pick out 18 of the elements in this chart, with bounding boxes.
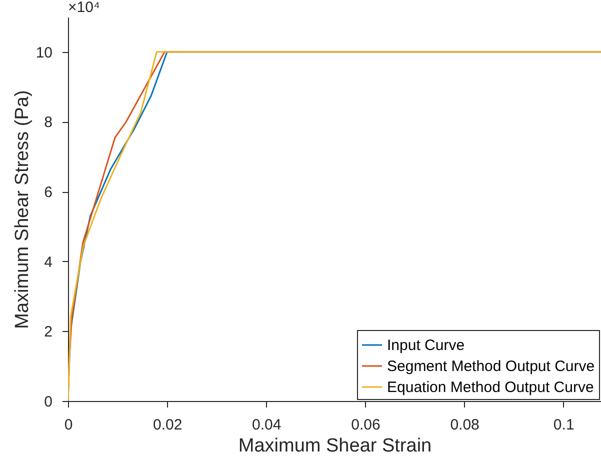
x-tick-label: 0.02 [152, 416, 182, 434]
y-tick-label: 10 [36, 44, 52, 62]
x-tick-label: 0.04 [252, 416, 282, 434]
x-tick-label: 0.1 [553, 416, 574, 434]
x-tick-label: 0.08 [450, 416, 480, 434]
y-tick-label: 6 [44, 184, 52, 202]
x-axis-title: Maximum Shear Strain [238, 436, 432, 456]
y-tick-label: 4 [44, 254, 52, 271]
x-tick-label: 0 [64, 416, 73, 434]
text: ×10⁴ [68, 0, 100, 16]
y-tick-label: 0 [44, 394, 52, 410]
legend-label: Equation Method Output Curve [387, 379, 594, 396]
y-tick-label: 2 [44, 324, 52, 341]
legend-label: Segment Method Output Curve [387, 358, 595, 375]
y-axis-title: Maximum Shear Stress (Pa) [12, 90, 33, 329]
y-tick-label: 8 [44, 114, 52, 132]
legend-label: Input Curve [387, 337, 465, 354]
x-tick-label: 0.06 [351, 416, 380, 434]
